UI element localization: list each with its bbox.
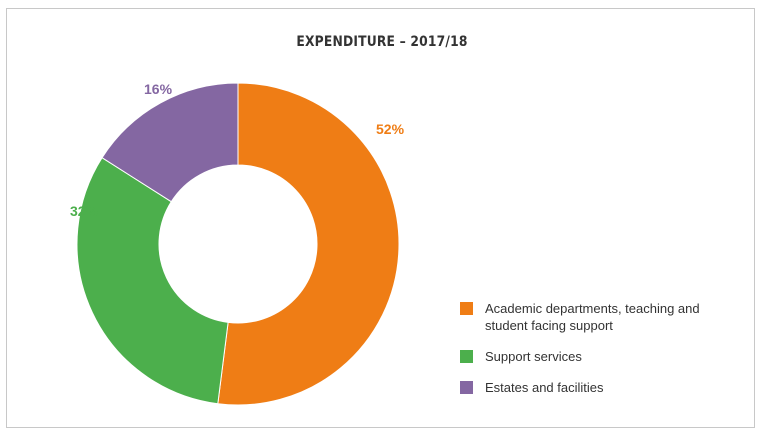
chart-legend: Academic departments, teaching and stude…: [460, 300, 750, 410]
legend-swatch-support: [460, 350, 473, 363]
legend-label-estates: Estates and facilities: [485, 380, 604, 395]
slice-support: [76, 157, 229, 405]
legend-label-academic: Academic departments, teaching and stude…: [485, 301, 700, 333]
legend-label-support: Support services: [485, 349, 582, 364]
chart-title: EXPENDITURE – 2017/18: [296, 34, 468, 50]
legend-swatch-estates: [460, 381, 473, 394]
slice-academic: [217, 82, 400, 406]
slice-estates: [101, 82, 239, 203]
slice-label-academic: 52%: [376, 121, 405, 137]
slice-label-estates: 16%: [144, 81, 173, 97]
legend-item-support: Support services: [460, 348, 750, 365]
legend-swatch-academic: [460, 302, 473, 315]
legend-item-academic: Academic departments, teaching and stude…: [460, 300, 750, 334]
slice-label-support: 32%: [70, 203, 99, 219]
legend-item-estates: Estates and facilities: [460, 379, 750, 396]
